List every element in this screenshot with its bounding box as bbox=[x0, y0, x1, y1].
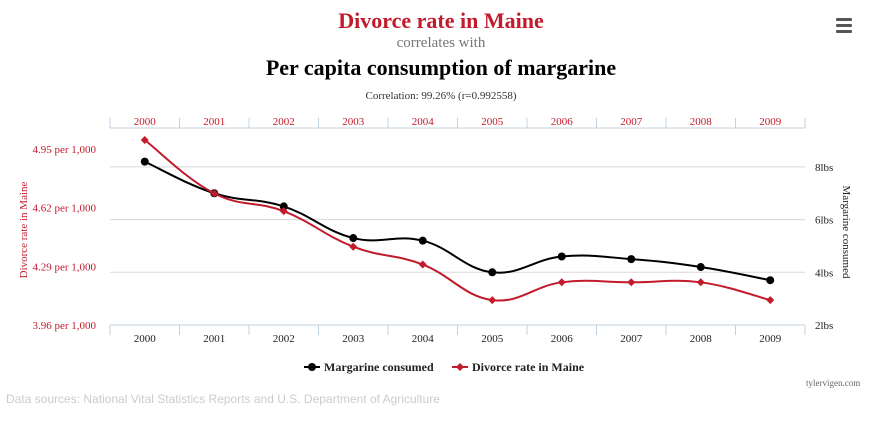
divorce-rate-in-maine-point bbox=[488, 296, 497, 305]
x-tick-label-top: 2002 bbox=[273, 116, 295, 128]
x-tick-label: 2005 bbox=[481, 333, 504, 345]
left-tick-label: 4.62 per 1,000 bbox=[32, 203, 96, 215]
x-tick-label: 2006 bbox=[551, 333, 574, 345]
right-tick-label: 6lbs bbox=[815, 215, 833, 227]
divorce-rate-in-maine-point bbox=[279, 207, 288, 216]
margarine-consumed-point bbox=[418, 236, 427, 245]
divorce-rate-in-maine-point bbox=[766, 296, 775, 305]
margarine-consumed-point bbox=[488, 268, 497, 277]
right-tick-label: 4lbs bbox=[815, 267, 833, 279]
x-tick-label: 2003 bbox=[342, 333, 365, 345]
chart-title: Divorce rate in Maine bbox=[338, 8, 544, 33]
divorce-rate-in-maine-point bbox=[557, 278, 566, 287]
divorce-rate-in-maine-line bbox=[144, 139, 771, 302]
left-tick-label: 4.95 per 1,000 bbox=[32, 144, 96, 156]
x-tick-label: 2000 bbox=[134, 333, 157, 345]
divorce-rate-in-maine-point bbox=[140, 136, 149, 145]
right-tick-label: 2lbs bbox=[815, 320, 833, 332]
x-tick-label-top: 2003 bbox=[342, 116, 365, 128]
margarine-consumed-point bbox=[766, 276, 775, 285]
x-tick-label-top: 2001 bbox=[203, 116, 225, 128]
x-tick-label: 2002 bbox=[273, 333, 295, 345]
margarine-consumed-point bbox=[279, 202, 288, 211]
legend-label-divorce-rate-in-maine: Divorce rate in Maine bbox=[472, 360, 585, 374]
left-axis-label: Divorce rate in Maine bbox=[18, 181, 30, 278]
left-tick-label: 4.29 per 1,000 bbox=[32, 261, 96, 273]
divorce-rate-in-maine-point bbox=[696, 278, 705, 287]
margarine-consumed-point bbox=[140, 157, 149, 166]
x-tick-label-top: 2009 bbox=[759, 116, 782, 128]
x-tick-label-top: 2006 bbox=[551, 116, 574, 128]
margarine-consumed-point bbox=[696, 263, 705, 272]
divorce-rate-in-maine-point bbox=[349, 242, 358, 251]
x-tick-label-top: 2000 bbox=[134, 116, 157, 128]
x-tick-label-top: 2007 bbox=[620, 116, 643, 128]
x-tick-label-top: 2008 bbox=[690, 116, 713, 128]
x-tick-label: 2001 bbox=[203, 333, 225, 345]
margarine-consumed-point bbox=[627, 255, 636, 264]
x-tick-label: 2009 bbox=[759, 333, 782, 345]
chart-subtitle: correlates with bbox=[396, 35, 486, 51]
correlation-text: Correlation: 99.26% (r=0.992558) bbox=[365, 90, 517, 102]
divorce-rate-in-maine-point bbox=[418, 260, 427, 269]
data-sources: Data sources: National Vital Statistics … bbox=[6, 392, 440, 406]
right-axis-label: Margarine consumed bbox=[840, 186, 852, 279]
left-tick-label: 3.96 per 1,000 bbox=[32, 320, 96, 332]
right-tick-label: 8lbs bbox=[815, 162, 833, 174]
x-tick-label: 2007 bbox=[620, 333, 643, 345]
margarine-consumed-point bbox=[349, 234, 358, 243]
legend-marker-divorce-rate-in-maine bbox=[456, 363, 464, 371]
divorce-rate-in-maine-point bbox=[210, 189, 219, 198]
legend-marker-margarine-consumed bbox=[308, 363, 316, 371]
x-tick-label-top: 2004 bbox=[412, 116, 435, 128]
x-tick-label: 2004 bbox=[412, 333, 435, 345]
margarine-consumed-point bbox=[557, 252, 566, 261]
chart-title-secondary: Per capita consumption of margarine bbox=[265, 55, 617, 80]
margarine-consumed-line bbox=[144, 160, 771, 282]
divorce-rate-in-maine-point bbox=[627, 278, 636, 287]
credit-text[interactable]: tylervigen.com bbox=[806, 378, 861, 388]
legend-label-margarine-consumed: Margarine consumed bbox=[324, 360, 434, 374]
menu-icon[interactable] bbox=[836, 18, 852, 36]
x-tick-label: 2008 bbox=[690, 333, 713, 345]
x-tick-label-top: 2005 bbox=[481, 116, 504, 128]
